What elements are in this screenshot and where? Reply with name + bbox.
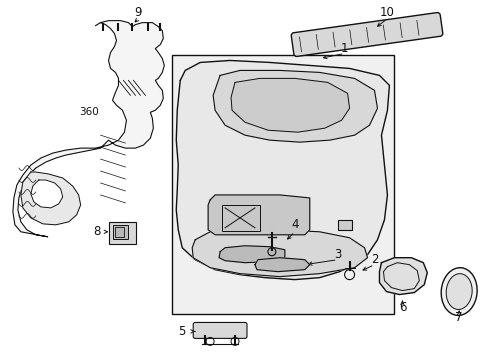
Text: 6: 6: [398, 301, 406, 314]
Polygon shape: [230, 78, 349, 132]
Bar: [222, 205, 260, 231]
Polygon shape: [379, 258, 427, 294]
Bar: [172, 55, 394, 315]
Text: 10: 10: [379, 6, 394, 19]
Bar: [108, 222, 136, 244]
Polygon shape: [21, 172, 81, 225]
FancyBboxPatch shape: [193, 323, 246, 338]
Ellipse shape: [440, 268, 476, 315]
Text: 8: 8: [93, 225, 100, 238]
Text: 9: 9: [134, 6, 142, 19]
FancyBboxPatch shape: [291, 13, 442, 57]
Text: 2: 2: [370, 253, 378, 266]
Ellipse shape: [445, 274, 471, 310]
Text: 3: 3: [333, 248, 341, 261]
Text: 1: 1: [340, 42, 347, 55]
Bar: [112, 225, 128, 239]
Polygon shape: [208, 195, 309, 235]
Polygon shape: [254, 258, 309, 272]
Bar: [337, 220, 351, 230]
Text: 5: 5: [178, 325, 185, 338]
Polygon shape: [13, 21, 164, 237]
Polygon shape: [192, 228, 367, 276]
Text: 360: 360: [79, 107, 98, 117]
Polygon shape: [219, 246, 285, 263]
Bar: [114, 227, 124, 237]
Polygon shape: [31, 180, 62, 208]
Text: 4: 4: [290, 218, 298, 231]
Polygon shape: [213, 71, 377, 142]
Polygon shape: [176, 60, 388, 280]
Text: 7: 7: [454, 311, 462, 324]
